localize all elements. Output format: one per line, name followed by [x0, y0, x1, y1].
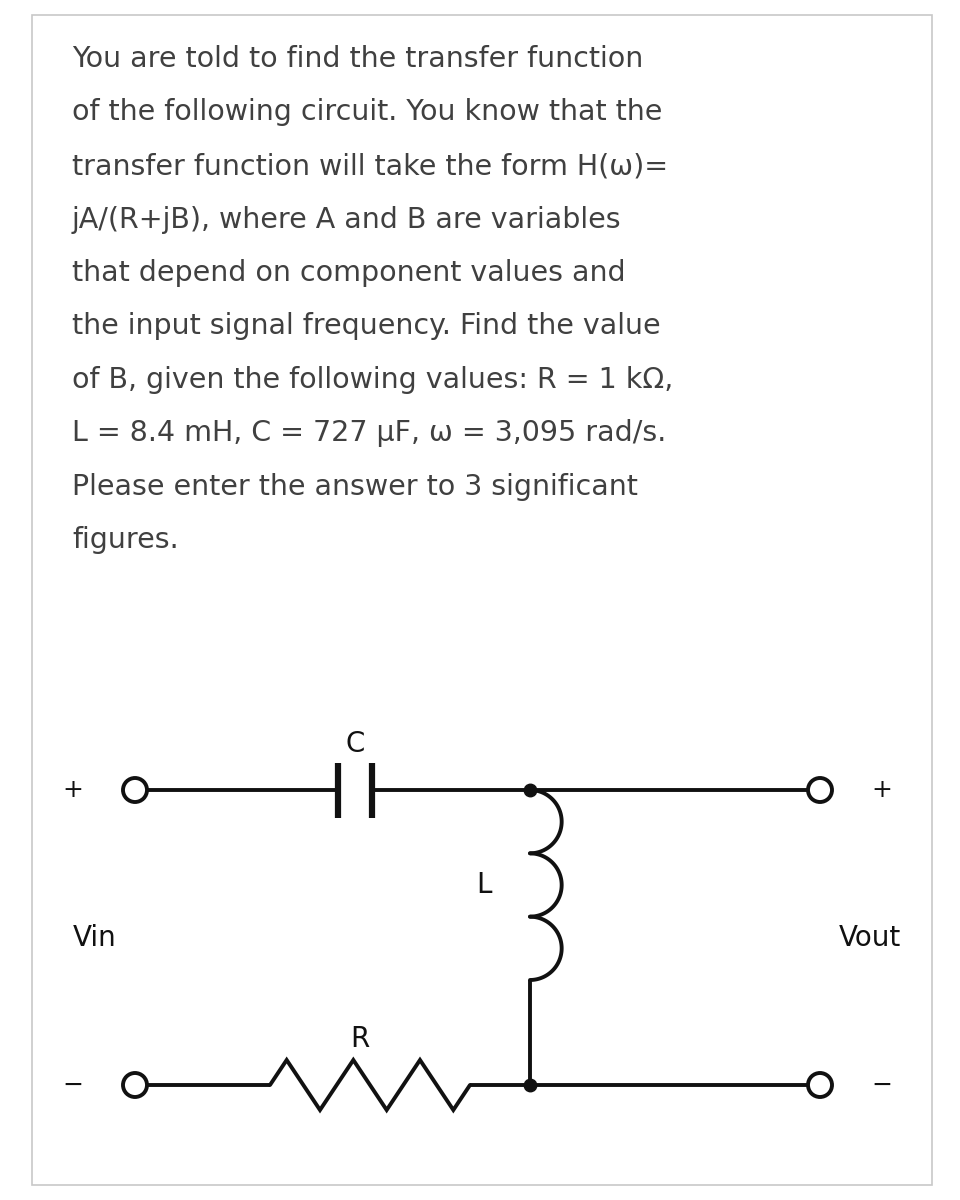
Text: −: −	[62, 1073, 84, 1097]
Text: Vin: Vin	[73, 924, 117, 952]
Text: You are told to find the transfer function: You are told to find the transfer functi…	[72, 44, 643, 73]
Text: −: −	[872, 1073, 893, 1097]
Text: figures.: figures.	[72, 527, 179, 554]
Text: jA/(R+jB), where A and B are variables: jA/(R+jB), where A and B are variables	[72, 205, 622, 234]
Circle shape	[808, 1073, 832, 1097]
Text: that depend on component values and: that depend on component values and	[72, 259, 626, 287]
Text: of the following circuit. You know that the: of the following circuit. You know that …	[72, 98, 662, 126]
Text: of B, given the following values: R = 1 kΩ,: of B, given the following values: R = 1 …	[72, 366, 673, 394]
Text: L = 8.4 mH, C = 727 μF, ω = 3,095 rad/s.: L = 8.4 mH, C = 727 μF, ω = 3,095 rad/s.	[72, 420, 666, 448]
Circle shape	[123, 778, 147, 802]
Text: +: +	[872, 778, 893, 802]
Text: the input signal frequency. Find the value: the input signal frequency. Find the val…	[72, 312, 660, 341]
Text: L: L	[476, 871, 492, 899]
Text: Vout: Vout	[839, 924, 901, 952]
Text: C: C	[346, 730, 365, 758]
Text: R: R	[350, 1025, 370, 1054]
Circle shape	[123, 1073, 147, 1097]
Text: transfer function will take the form H(ω)=: transfer function will take the form H(ω…	[72, 152, 668, 180]
Text: +: +	[62, 778, 84, 802]
Circle shape	[808, 778, 832, 802]
Text: Please enter the answer to 3 significant: Please enter the answer to 3 significant	[72, 473, 637, 502]
